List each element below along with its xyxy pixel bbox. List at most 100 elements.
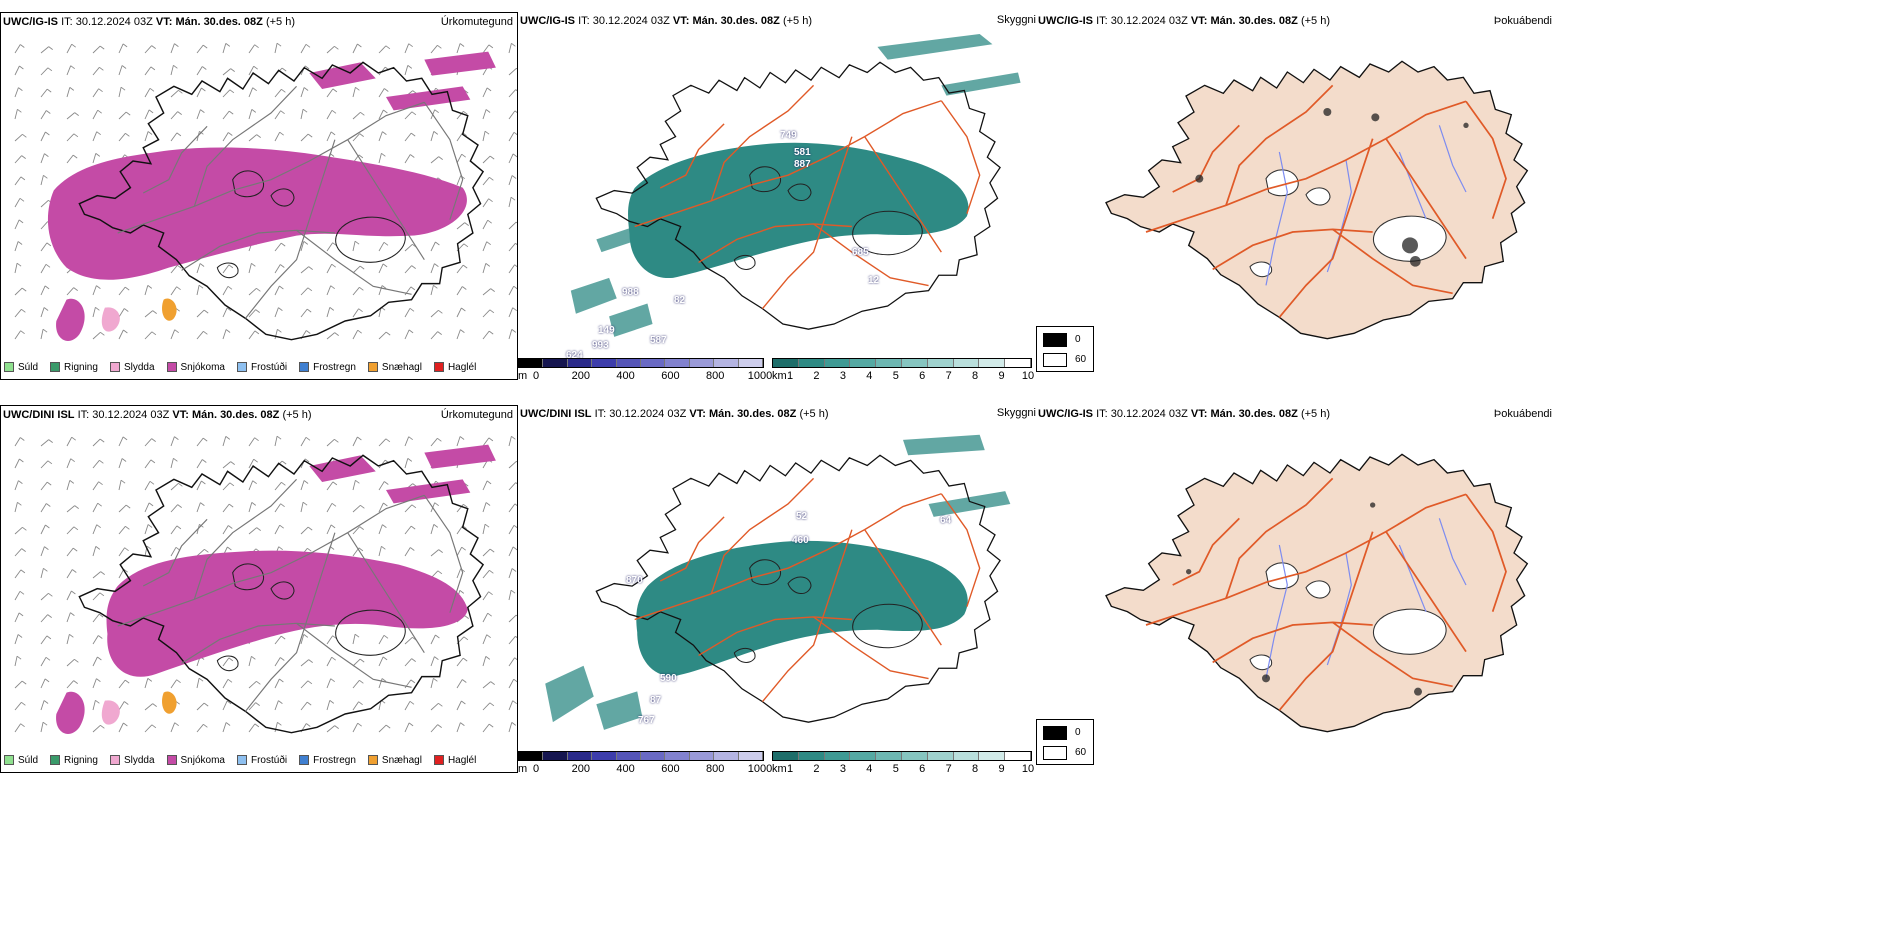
precip-legend-swatch — [166, 362, 177, 372]
precip-map-bottom — [14, 435, 517, 734]
fog-legend: 0 60 — [1036, 326, 1094, 372]
visibility-map-top — [570, 34, 1021, 337]
precip-legend-item: Slydda — [109, 755, 155, 766]
colorbar-cell — [616, 359, 642, 367]
colorbar-tick-label: 200 — [571, 370, 590, 380]
glacier-outline — [270, 581, 295, 600]
low-visibility-area — [628, 142, 969, 279]
road — [659, 123, 725, 189]
colorbar-cell — [1005, 752, 1031, 760]
snow-area — [47, 147, 467, 280]
colorbar-cell — [927, 752, 954, 760]
colorbar-cell — [592, 359, 617, 367]
colorbar-cell — [543, 752, 568, 760]
precip-legend-swatch — [236, 362, 247, 372]
road — [1172, 517, 1240, 586]
road — [1278, 138, 1374, 318]
colorbar-cell — [567, 359, 593, 367]
colorbar-cell — [714, 752, 739, 760]
coastline — [78, 454, 485, 734]
visibility-value-label: 685 — [852, 247, 869, 258]
road — [423, 494, 464, 613]
road — [117, 101, 425, 234]
precip-legend-item: Haglél — [433, 362, 476, 373]
road — [761, 136, 853, 310]
low-visibility-area — [928, 491, 1011, 517]
road — [1465, 493, 1507, 612]
colorbar-tick-label: 0 — [532, 763, 540, 773]
glacier — [1249, 654, 1273, 671]
fog-legend-label-0: 0 — [1075, 727, 1081, 738]
colorbar-cell — [953, 359, 980, 367]
road — [296, 229, 412, 295]
glacier-outline — [335, 609, 406, 656]
panel-header: UWC/IG-IS IT: 30.12.2024 03Z VT: Mán. 30… — [1038, 408, 1330, 420]
ice-pellet-area — [162, 691, 177, 714]
colorbar-tick-label: 4 — [866, 763, 873, 773]
road — [634, 493, 942, 621]
glacier — [1305, 580, 1331, 599]
fog-legend-swatch-60 — [1043, 353, 1067, 367]
road — [710, 477, 815, 595]
glacier-outline — [216, 655, 239, 672]
fog-panel-top: UWC/IG-IS IT: 30.12.2024 03Z VT: Mán. 30… — [1036, 12, 1556, 380]
colorbar-cell — [519, 359, 544, 367]
colorbar-cell — [824, 752, 851, 760]
precip-legend-swatch — [109, 362, 120, 372]
precip-legend-swatch — [236, 755, 247, 765]
road — [1225, 84, 1334, 206]
low-visibility-area — [596, 226, 640, 253]
precip-legend-item: Snjókoma — [166, 362, 225, 373]
precip-legend-swatch — [50, 755, 61, 765]
fog-spot — [1323, 108, 1332, 116]
visibility-value-label: 149 — [598, 325, 615, 336]
colorbar-tick-label: 1 — [786, 370, 794, 380]
road — [193, 85, 297, 207]
colorbar-cell — [927, 359, 954, 367]
colorbar-strip — [772, 358, 1032, 368]
visibility-value-label: 460 — [792, 535, 809, 546]
snow-area — [56, 298, 85, 341]
precip-legend-label: Súld — [18, 754, 39, 766]
colorbar-tick-label: 600 — [661, 370, 680, 380]
colorbar-tick-label: 10 — [1021, 370, 1035, 380]
snow-area — [386, 86, 471, 111]
precip-panel-top: UWC/IG-IS IT: 30.12.2024 03Z VT: Mán. 30… — [0, 12, 518, 380]
road — [1212, 228, 1373, 271]
fog-spot — [1402, 237, 1418, 254]
road — [1172, 124, 1240, 193]
road — [634, 100, 942, 228]
visibility-value-label: 590 — [660, 673, 677, 684]
precip-legend: Súld Rigning Slydda Snjókoma Frostúði Frostre… — [4, 357, 488, 377]
visibility-value-label: 64 — [940, 515, 952, 526]
ceiling-colorbar: m 0 200 400 600 800 1000 — [518, 751, 772, 773]
colorbar-tick-label: 9 — [998, 370, 1005, 380]
precip-legend-item: Frostregn — [299, 362, 356, 373]
visibility-value-label: 82 — [674, 295, 686, 306]
colorbar-tick-label: 7 — [945, 763, 952, 773]
road — [181, 229, 335, 271]
road — [1332, 621, 1453, 688]
low-visibility-area — [877, 34, 993, 60]
colorbar-cell — [850, 752, 877, 760]
colorbar-tick-label: 1 — [786, 763, 794, 773]
road — [347, 532, 425, 653]
visibility-value-label: 767 — [638, 715, 655, 726]
precip-legend-label: Haglél — [447, 754, 477, 766]
colorbar-cell — [665, 359, 690, 367]
road — [423, 101, 464, 220]
glacier-outline — [733, 254, 756, 270]
colorbar-cell — [773, 359, 799, 367]
colorbar-cell — [850, 359, 877, 367]
road — [1465, 100, 1507, 219]
precip-legend-item: Rigning — [50, 362, 98, 373]
fog-legend-swatch-0 — [1043, 333, 1067, 347]
visibility-colorbar: km 1 2 3 4 5 6 7 8 9 10 — [772, 751, 1036, 773]
panel-header: UWC/DINI ISL IT: 30.12.2024 03Z VT: Mán.… — [3, 409, 312, 421]
road — [193, 478, 297, 600]
precip-legend-swatch — [433, 362, 444, 372]
fog-legend-label-0: 0 — [1075, 334, 1081, 345]
road — [347, 139, 425, 260]
panel-header: UWC/IG-IS IT: 30.12.2024 03Z VT: Mán. 30… — [1038, 15, 1330, 27]
precip-legend-label: Rigning — [64, 361, 98, 373]
